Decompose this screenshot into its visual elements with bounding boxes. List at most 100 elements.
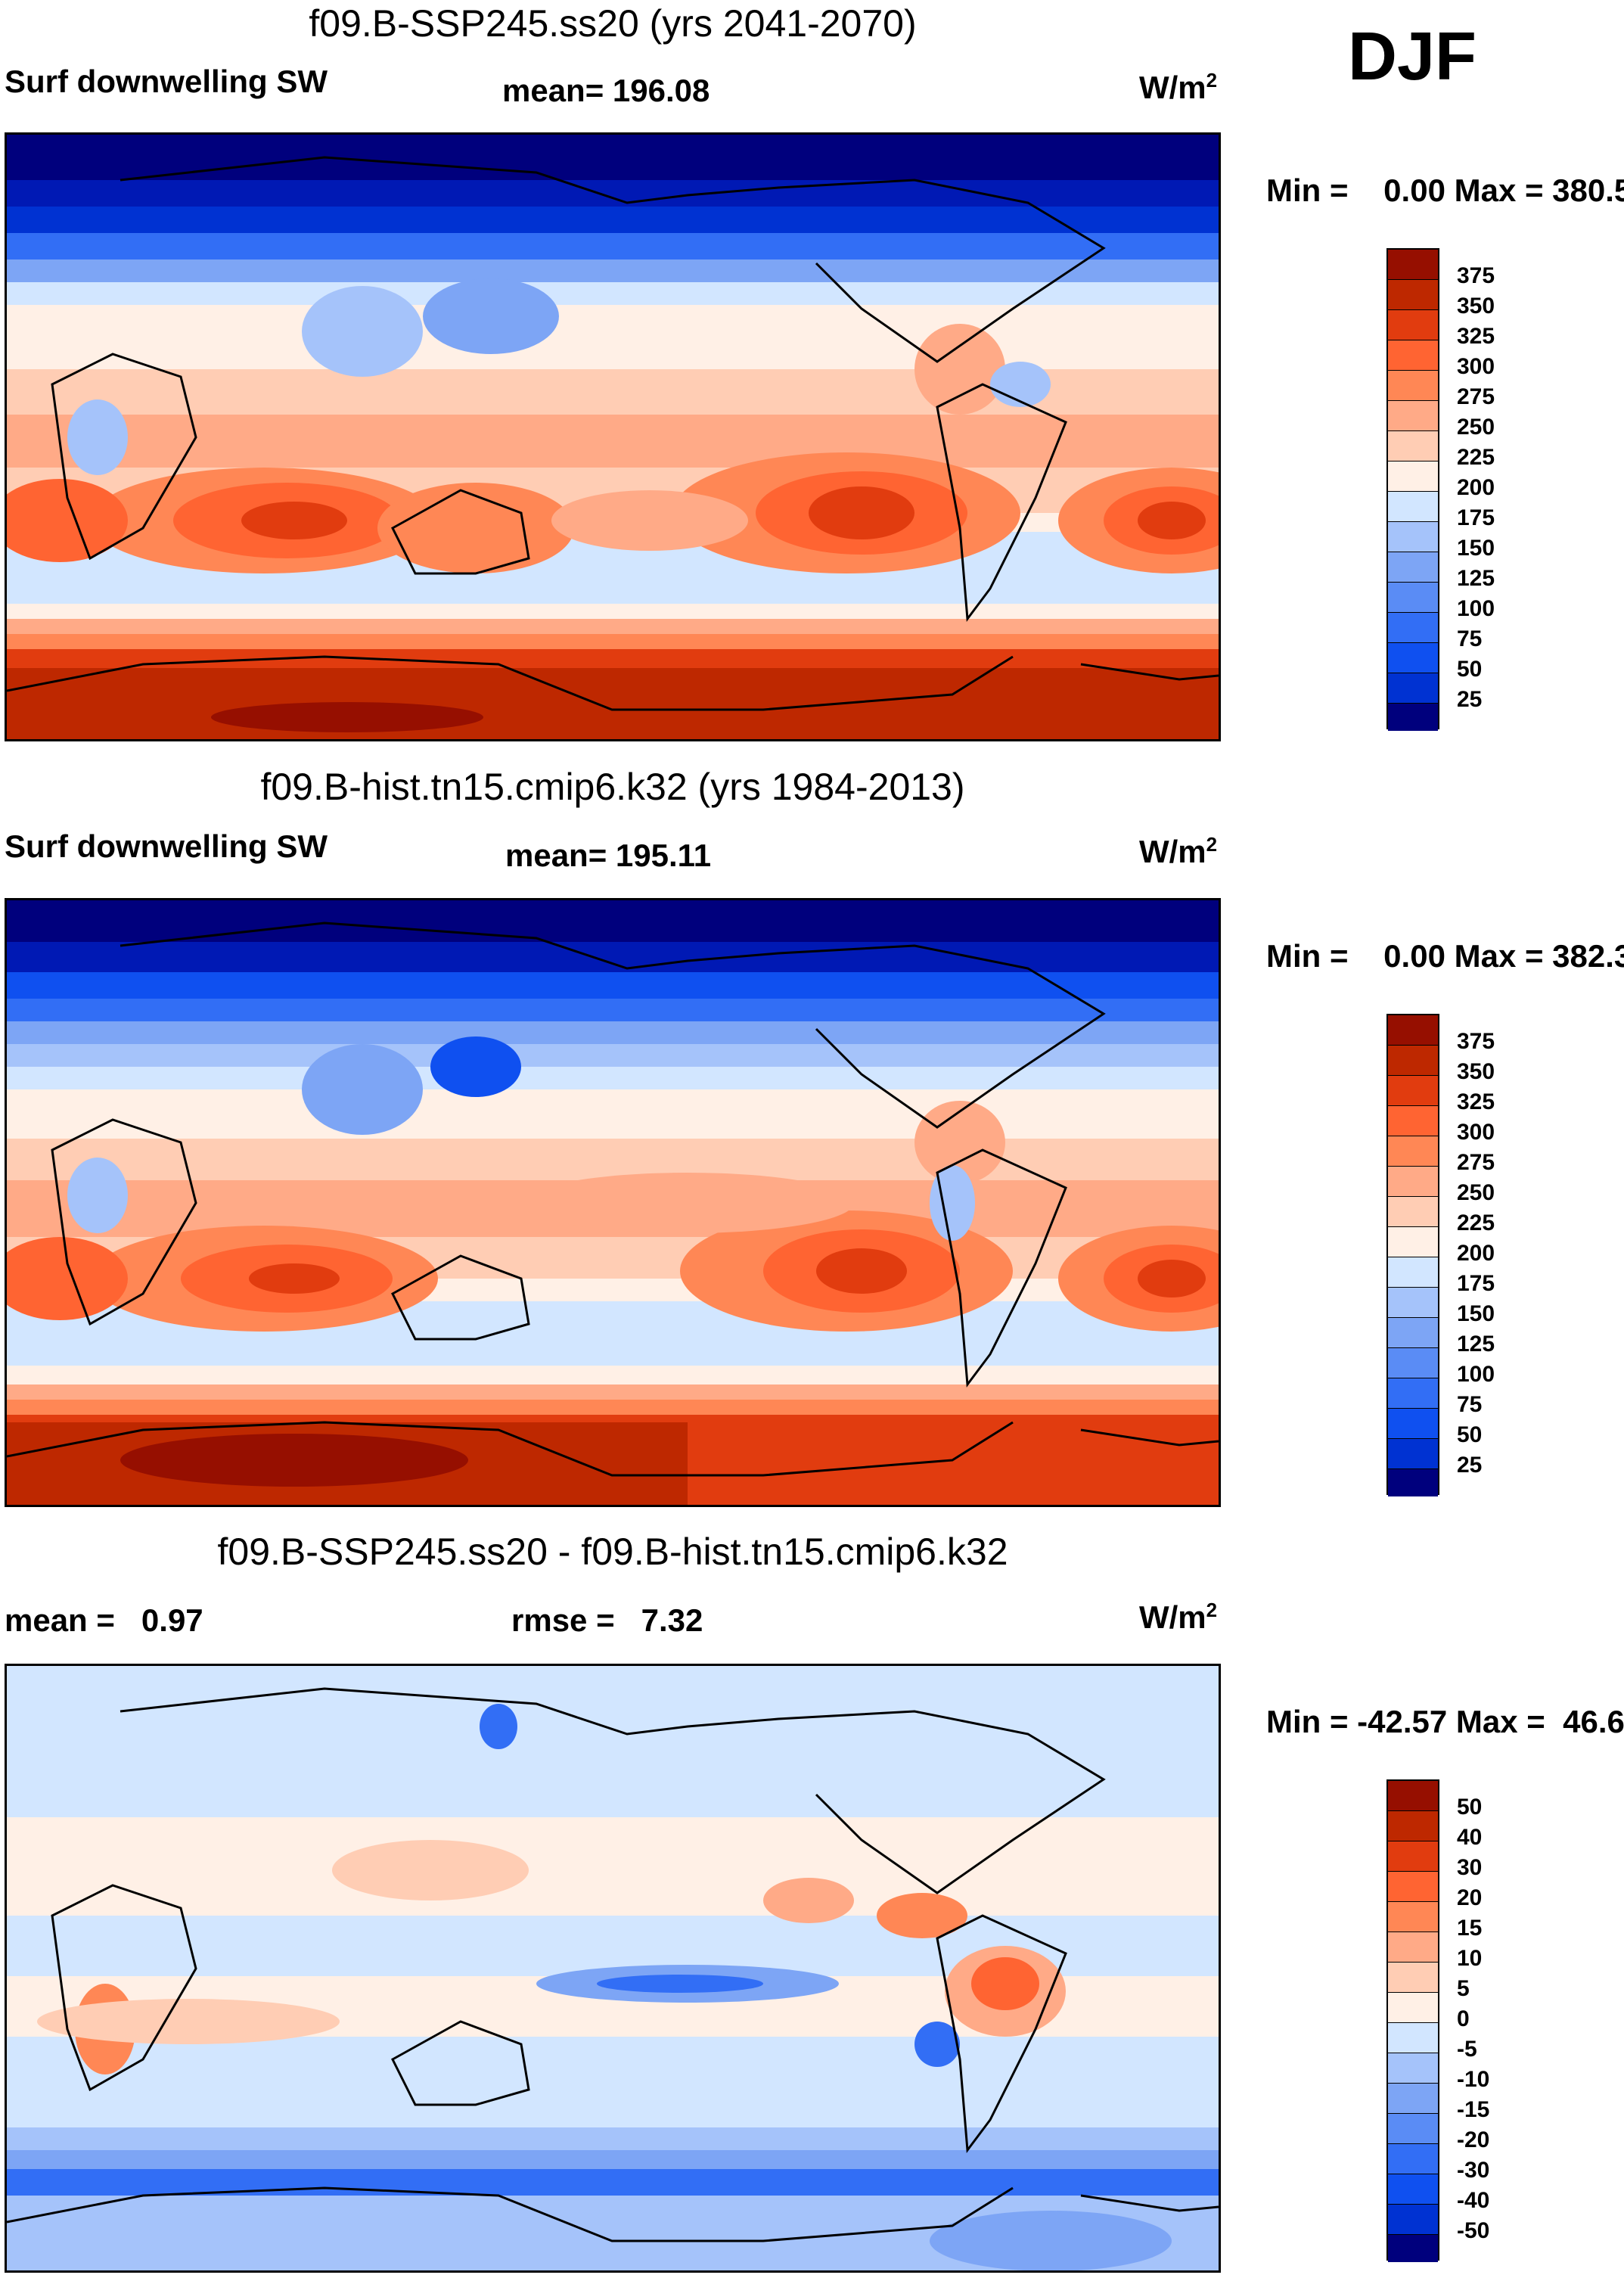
colorbar-tick: 375 [1457,263,1495,288]
colorbar-tick: 40 [1457,1825,1483,1850]
colorbar-tick: 10 [1457,1946,1483,1971]
colorbar-tick: 325 [1457,324,1495,349]
colorbar-tick: 350 [1457,1059,1495,1084]
colorbar-tick: 175 [1457,505,1495,530]
colorbar-swatch [1388,1378,1438,1409]
panel-2-title: f09.B-hist.tn15.cmip6.k32 (yrs 1984-2013… [260,766,965,808]
colorbar-tick: -10 [1457,2067,1490,2092]
colorbar-swatch [1388,583,1438,613]
panel-2-colorbar [1386,1014,1439,1496]
colorbar-swatch [1388,704,1438,731]
colorbar-swatch [1388,492,1438,522]
colorbar-tick: 275 [1457,1150,1495,1175]
panel-1-field [7,135,1219,739]
colorbar-swatch [1388,2174,1438,2205]
colorbar-swatch [1388,340,1438,371]
panel-3-rmse: rmse = 7.32 [511,1602,703,1638]
colorbar-tick: 350 [1457,294,1495,319]
colorbar-swatch [1388,1167,1438,1197]
colorbar-tick: 375 [1457,1029,1495,1054]
colorbar-swatch [1388,371,1438,401]
colorbar-swatch [1388,2053,1438,2084]
colorbar-swatch [1388,1348,1438,1378]
colorbar-swatch [1388,1288,1438,1318]
panel-2-field [7,900,1219,1505]
colorbar-tick: -50 [1457,2218,1490,2243]
colorbar-swatch [1388,1076,1438,1106]
panel-1-mean: mean= 196.08 [502,73,710,108]
colorbar-swatch [1388,401,1438,431]
panel-1-colorbar [1386,248,1439,731]
colorbar-tick: 250 [1457,1180,1495,1205]
colorbar-tick: 30 [1457,1855,1483,1880]
colorbar-swatch [1388,1811,1438,1841]
panel-1-title: f09.B-SSP245.ss20 (yrs 2041-2070) [309,2,917,45]
panel-2-variable: Surf downwelling SW [5,828,328,864]
colorbar-swatch [1388,673,1438,704]
colorbar-swatch [1388,1963,1438,1993]
colorbar-swatch [1388,1136,1438,1167]
colorbar-swatch [1388,1046,1438,1076]
panel-2-units: W/m2 [1139,833,1218,869]
colorbar-swatch [1388,1841,1438,1872]
colorbar-tick: -20 [1457,2127,1490,2152]
colorbar-swatch [1388,1227,1438,1257]
colorbar-swatch [1388,1015,1438,1046]
panel-1-minmax: Min = 0.00 Max = 380.50 [1266,172,1624,208]
colorbar-tick: 225 [1457,1210,1495,1235]
colorbar-swatch [1388,1872,1438,1902]
panel-2-minmax: Min = 0.00 Max = 382.36 [1266,938,1624,974]
panel-3-minmax: Min = -42.57 Max = 46.60 [1266,1704,1624,1739]
colorbar-tick: 300 [1457,1120,1495,1145]
panel-1-variable: Surf downwelling SW [5,64,328,99]
colorbar-swatch [1388,1781,1438,1811]
colorbar-tick: 300 [1457,354,1495,379]
colorbar-tick: 25 [1457,1453,1483,1478]
colorbar-tick: -30 [1457,2158,1490,2183]
colorbar-swatch [1388,2144,1438,2174]
colorbar-tick: 75 [1457,626,1483,651]
season-label: DJF [1348,19,1477,95]
colorbar-swatch [1388,1932,1438,1963]
colorbar-tick: 125 [1457,566,1495,591]
panel-2-map [5,898,1221,1507]
colorbar-swatch [1388,643,1438,673]
colorbar-swatch [1388,1257,1438,1288]
colorbar-tick: 20 [1457,1885,1483,1910]
panel-3-colorbar [1386,1779,1439,2262]
colorbar-tick: 200 [1457,475,1495,500]
colorbar-tick: 50 [1457,1795,1483,1820]
colorbar-swatch [1388,2084,1438,2114]
colorbar-tick: -15 [1457,2097,1490,2122]
colorbar-swatch [1388,1106,1438,1136]
colorbar-tick: 100 [1457,596,1495,621]
colorbar-tick: 250 [1457,415,1495,440]
colorbar-swatch [1388,1197,1438,1227]
panel-3-map [5,1664,1221,2273]
colorbar-tick: 50 [1457,1422,1483,1447]
colorbar-swatch [1388,1469,1438,1496]
colorbar-tick: 325 [1457,1089,1495,1114]
panel-3-mean: mean = 0.97 [5,1602,203,1638]
colorbar-tick: 175 [1457,1271,1495,1296]
colorbar-tick: 100 [1457,1362,1495,1387]
colorbar-swatch [1388,1439,1438,1469]
colorbar-swatch [1388,552,1438,583]
colorbar-tick: 15 [1457,1916,1483,1941]
panel-1-map [5,132,1221,741]
colorbar-tick: 275 [1457,384,1495,409]
colorbar-swatch [1388,1902,1438,1932]
colorbar-tick: -40 [1457,2188,1490,2213]
colorbar-swatch [1388,280,1438,310]
panel-3-title: f09.B-SSP245.ss20 - f09.B-hist.tn15.cmip… [217,1531,1008,1573]
colorbar-tick: 150 [1457,536,1495,561]
colorbar-tick: 200 [1457,1241,1495,1266]
colorbar-tick: -5 [1457,2037,1477,2062]
panel-2-mean: mean= 195.11 [505,838,712,873]
colorbar-swatch [1388,1409,1438,1439]
colorbar-swatch [1388,310,1438,340]
colorbar-tick: 0 [1457,2006,1470,2031]
panel-3-field [7,1666,1219,2270]
colorbar-swatch [1388,2205,1438,2235]
colorbar-tick: 75 [1457,1392,1483,1417]
